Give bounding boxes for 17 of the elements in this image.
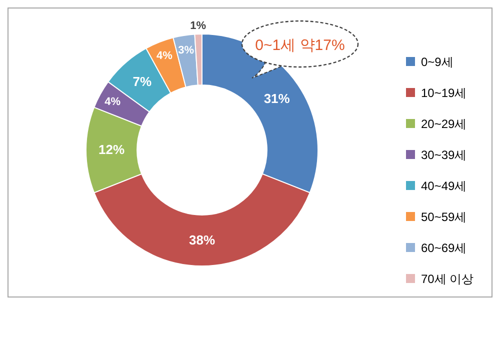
legend-label: 60~69세: [421, 241, 467, 255]
data-label: 1%: [190, 20, 206, 32]
legend-label: 0~9세: [421, 55, 454, 69]
callout: 0~1세 약17%: [241, 20, 359, 78]
data-label: 4%: [104, 96, 121, 108]
legend-label: 20~29세: [421, 117, 467, 131]
legend-label: 30~39세: [421, 148, 467, 162]
data-label: 4%: [156, 50, 173, 62]
data-label: 31%: [264, 91, 290, 106]
legend-label: 10~19세: [421, 86, 467, 100]
legend-label: 70세 이상: [421, 272, 474, 286]
data-label: 7%: [132, 74, 152, 90]
data-label: 12%: [98, 142, 125, 157]
legend-label: 40~49세: [421, 179, 467, 193]
data-label: 3%: [178, 44, 194, 56]
legend-label: 50~59세: [421, 210, 467, 224]
data-label: 38%: [188, 232, 216, 248]
